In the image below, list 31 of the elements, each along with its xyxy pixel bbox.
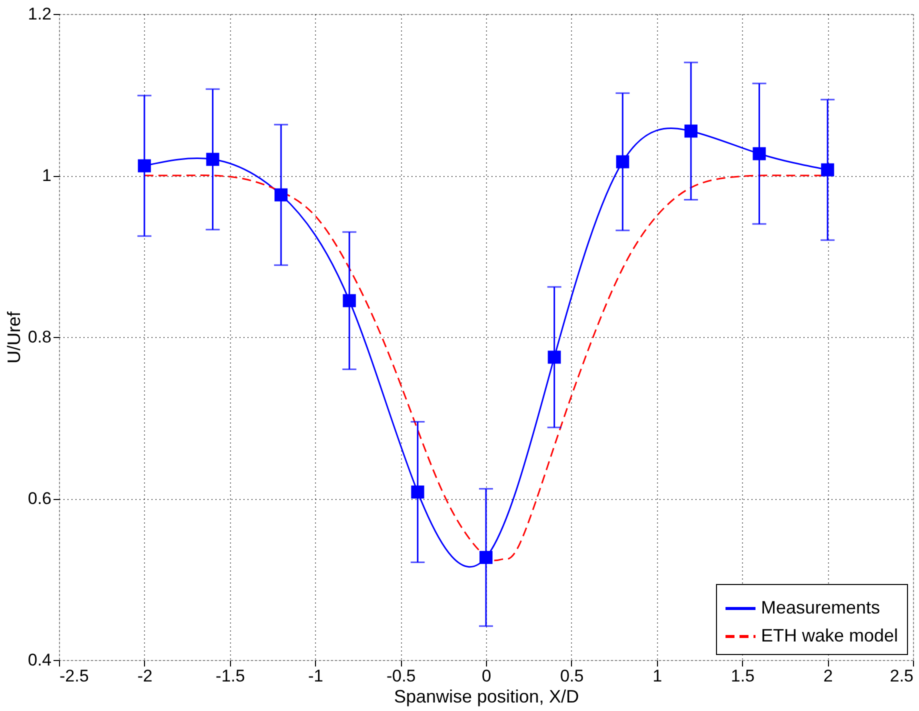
point	[274, 188, 288, 202]
point	[616, 155, 630, 168]
x-tick-label: 2.5	[890, 666, 914, 686]
point	[821, 163, 834, 176]
point	[206, 152, 220, 166]
y-tick-label: 1	[42, 166, 52, 185]
point	[752, 147, 766, 160]
legend-label: Measurements	[761, 598, 880, 618]
x-tick-label: -2.5	[60, 666, 89, 686]
x-tick-label: -0.5	[386, 666, 416, 686]
x-axis-title: Spanwise position, X/D	[394, 686, 580, 706]
point	[479, 550, 493, 564]
y-tick-label: 0.8	[28, 328, 52, 346]
y-axis-title: U/Uref	[4, 310, 24, 364]
x-tick-label: 0	[482, 666, 492, 686]
x-tick-label: -2	[137, 666, 152, 686]
x-tick-label: -1.5	[216, 666, 245, 686]
x-tick-label: -1	[308, 666, 324, 686]
point	[548, 350, 561, 364]
y-tick-label: 0.4	[28, 650, 52, 670]
y-tick-label: 0.6	[28, 489, 52, 508]
legend-label: ETH wake model	[761, 626, 898, 646]
x-tick-label: 1.5	[730, 666, 755, 686]
point	[342, 294, 356, 308]
point	[138, 159, 151, 172]
point	[411, 486, 424, 499]
x-tick-label: 0.5	[560, 666, 584, 686]
x-tick-label: 2	[823, 666, 833, 686]
x-tick-label: 1	[652, 666, 662, 686]
y-tick-label: 1.2	[28, 4, 52, 24]
point	[684, 124, 698, 138]
